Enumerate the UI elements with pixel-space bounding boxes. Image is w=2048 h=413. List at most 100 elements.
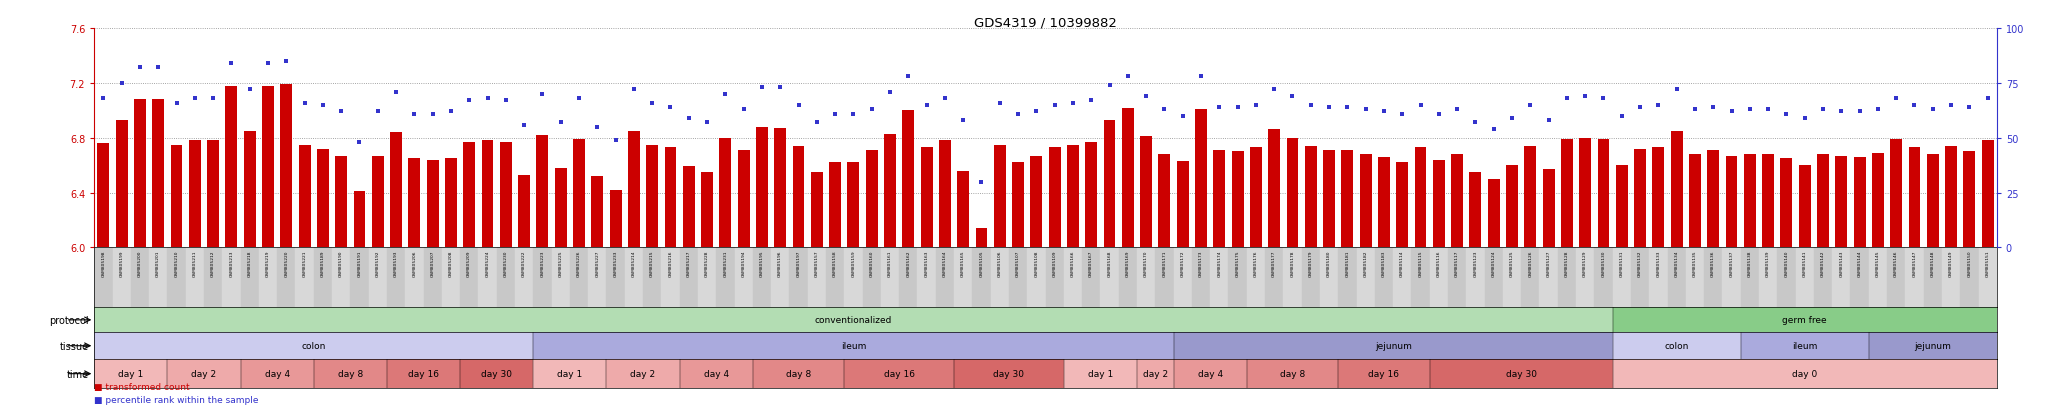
Text: GSM805149: GSM805149	[1950, 249, 1954, 276]
Bar	[1833, 248, 1851, 308]
Text: day 4: day 4	[264, 369, 289, 378]
Point	[801, 120, 834, 126]
Text: GSM805167: GSM805167	[1090, 249, 1094, 276]
Text: day 30: day 30	[993, 369, 1024, 378]
Point	[745, 85, 778, 91]
Text: GSM805124: GSM805124	[1491, 249, 1495, 276]
Text: GSM805123: GSM805123	[1473, 249, 1477, 276]
Bar	[1229, 248, 1247, 308]
Point	[1550, 96, 1583, 102]
Bar	[899, 248, 918, 308]
Text: GSM805168: GSM805168	[1108, 249, 1112, 276]
Bar	[606, 359, 680, 388]
Bar	[1210, 248, 1229, 308]
Bar	[1397, 163, 1409, 248]
Bar	[774, 129, 786, 248]
Bar	[1722, 248, 1741, 308]
Bar	[281, 85, 293, 248]
Text: day 2: day 2	[1143, 369, 1167, 378]
Bar	[682, 167, 694, 248]
Point	[1606, 113, 1638, 120]
Bar	[461, 359, 532, 388]
Point	[1843, 109, 1876, 115]
Point	[1038, 102, 1071, 109]
Text: day 8: day 8	[1280, 369, 1305, 378]
Point	[709, 91, 741, 98]
Bar	[94, 248, 113, 308]
Bar	[188, 141, 201, 248]
Point	[1806, 107, 1839, 113]
Bar	[1319, 248, 1337, 308]
Text: GSM805231: GSM805231	[723, 249, 727, 276]
Text: GSM805105: GSM805105	[979, 249, 983, 276]
Bar	[1524, 147, 1536, 248]
Point	[1112, 74, 1145, 81]
Bar	[954, 359, 1063, 388]
Bar	[207, 141, 219, 248]
Bar	[1868, 332, 1997, 359]
Bar	[532, 332, 1174, 359]
Text: GSM805200: GSM805200	[137, 249, 141, 276]
Text: GDS4319 / 10399882: GDS4319 / 10399882	[975, 17, 1116, 29]
Text: GSM805132: GSM805132	[1638, 249, 1642, 276]
Text: GSM805157: GSM805157	[815, 249, 819, 276]
Bar	[647, 145, 657, 248]
Text: GSM805109: GSM805109	[1053, 249, 1057, 276]
Bar	[1010, 248, 1028, 308]
Text: GSM805137: GSM805137	[1729, 249, 1733, 276]
Bar	[1137, 359, 1174, 388]
Point	[1165, 113, 1198, 120]
Text: jejunum: jejunum	[1915, 342, 1952, 350]
Bar	[1741, 332, 1868, 359]
Bar	[956, 171, 969, 248]
Bar	[1247, 248, 1266, 308]
Bar	[1081, 248, 1100, 308]
Bar	[643, 248, 662, 308]
Bar	[629, 131, 639, 248]
Point	[471, 96, 504, 102]
Bar	[313, 248, 332, 308]
Point	[946, 118, 979, 124]
Point	[1130, 93, 1163, 100]
Text: GSM805219: GSM805219	[266, 249, 270, 276]
Bar	[1798, 166, 1810, 248]
Point	[104, 80, 137, 87]
Bar	[592, 177, 604, 248]
Text: GSM805226: GSM805226	[578, 249, 582, 276]
Bar	[498, 248, 514, 308]
Text: GSM805223: GSM805223	[541, 249, 545, 276]
Point	[1880, 96, 1913, 102]
Text: GSM805227: GSM805227	[596, 249, 600, 276]
Point	[1917, 107, 1950, 113]
Bar	[98, 144, 109, 248]
Text: GSM805216: GSM805216	[668, 249, 672, 276]
Bar	[240, 248, 258, 308]
Text: GSM805165: GSM805165	[961, 249, 965, 276]
Bar	[991, 248, 1010, 308]
Bar	[719, 138, 731, 248]
Text: GSM805117: GSM805117	[1456, 249, 1458, 276]
Point	[965, 179, 997, 185]
Bar	[444, 159, 457, 248]
Text: GSM805147: GSM805147	[1913, 249, 1917, 276]
Bar	[825, 248, 844, 308]
Bar	[1612, 359, 1997, 388]
Bar	[1485, 248, 1503, 308]
Point	[1972, 96, 2005, 102]
Bar	[1118, 248, 1137, 308]
Bar	[938, 141, 950, 248]
Bar	[1487, 179, 1499, 248]
Bar	[610, 190, 621, 248]
Text: GSM805142: GSM805142	[1821, 249, 1825, 276]
Text: ■ percentile rank within the sample: ■ percentile rank within the sample	[94, 395, 258, 404]
Point	[1825, 109, 1858, 115]
Point	[690, 120, 723, 126]
Bar	[754, 248, 772, 308]
Point	[1751, 107, 1784, 113]
Text: GSM805136: GSM805136	[1712, 249, 1716, 276]
Point	[1423, 111, 1456, 118]
Point	[1057, 100, 1090, 107]
Point	[545, 120, 578, 126]
Bar	[1448, 248, 1466, 308]
Bar	[1923, 248, 1942, 308]
